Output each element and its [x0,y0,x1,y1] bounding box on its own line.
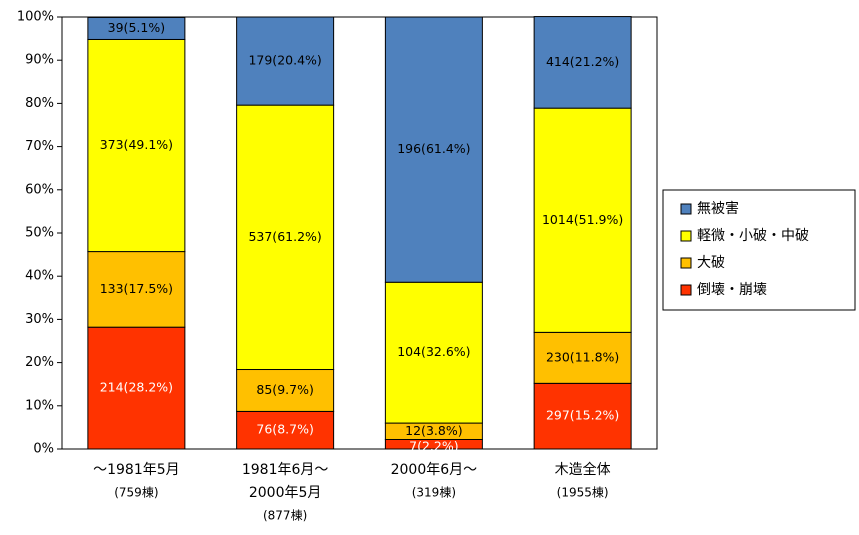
x-tick-label: 〜1981年5月 [93,462,180,478]
bar-segment [87,38,186,253]
y-tick-label: 100% [17,10,54,25]
x-tick-label: (319棟) [412,485,456,500]
y-tick-label: 10% [25,398,54,413]
bar-segment [533,107,632,333]
x-tick-label: 木造全体 [555,461,611,478]
bar-segment [384,281,483,424]
data-label: 39(5.1%) [108,20,165,35]
y-tick-label: 50% [25,226,54,241]
bar-segment [384,16,483,283]
bar-segment [236,16,335,106]
y-tick-label: 40% [25,269,54,284]
data-label: 133(17.5%) [100,281,173,296]
y-tick-label: 70% [25,139,54,154]
data-label: 12(3.8%) [405,423,462,438]
x-tick-label: (759棟) [114,485,158,500]
bar-segment [236,410,335,450]
legend-swatch [680,203,692,215]
y-tick-label: 20% [25,355,54,370]
data-label: 230(11.8%) [546,349,619,364]
bar-segment [533,16,632,109]
data-label: 179(20.4%) [248,53,321,68]
data-label: 537(61.2%) [248,229,321,244]
data-label: 297(15.2%) [546,408,619,423]
legend-label: 無被害 [697,201,739,217]
data-label: 214(28.2%) [100,380,173,395]
data-label: 76(8.7%) [256,422,313,437]
bar-segment [236,369,335,412]
data-label: 196(61.4%) [397,141,470,156]
legend-swatch [680,230,692,242]
bar-segment [236,104,335,371]
data-label: 104(32.6%) [397,344,470,359]
x-tick-label: (1955棟) [557,485,609,500]
legend-swatch [680,284,692,296]
y-tick-label: 30% [25,312,54,327]
y-tick-label: 60% [25,182,54,197]
x-tick-label: 1981年6月〜 [242,462,329,478]
data-label: 85(9.7%) [256,382,313,397]
x-tick-label: 2000年5月 [249,485,322,501]
data-label: 1014(51.9%) [542,212,623,227]
legend-label: 軽微・小破・中破 [697,228,809,244]
legend-label: 倒壊・崩壊 [697,282,767,298]
bar-segment [87,326,186,450]
data-label: 373(49.1%) [100,137,173,152]
x-tick-label: (877棟) [263,508,307,523]
bar-segment [87,251,186,328]
bar-segment [87,16,186,40]
legend-label: 大破 [697,255,725,271]
y-tick-label: 90% [25,53,54,68]
legend-swatch [680,257,692,269]
y-tick-label: 80% [25,96,54,111]
y-tick-label: 0% [33,442,54,457]
data-label: 7(2.2%) [409,439,458,454]
x-tick-label: 2000年6月〜 [391,462,478,478]
legend-box [662,189,856,311]
data-label: 414(21.2%) [546,54,619,69]
